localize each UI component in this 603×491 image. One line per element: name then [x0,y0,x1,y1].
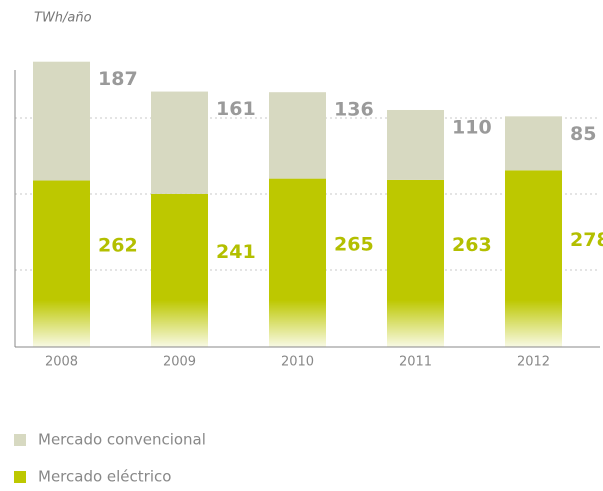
value-label: 110 [452,116,492,138]
bar-segment [33,61,90,181]
legend-label: Mercado convencional [38,431,206,449]
bar-segment [505,116,562,171]
value-label: 161 [216,98,256,120]
value-label: 85 [570,123,596,145]
bar-fade [15,300,600,347]
value-label: 278 [570,229,603,251]
value-label: 262 [98,234,138,256]
bar-segment [151,91,208,194]
bar-segment [269,92,326,179]
legend-label: Mercado eléctrico [38,468,171,486]
value-label: 187 [98,68,138,90]
unit-label: TWh/año [34,11,92,26]
bar-segment [387,109,444,180]
value-label: 136 [334,99,374,121]
value-label: 265 [334,233,374,255]
legend-swatch [14,471,26,483]
value-label: 241 [216,241,256,263]
x-tick-label: 2011 [399,355,432,370]
legend-swatch [14,434,26,446]
value-label: 263 [452,234,492,256]
x-tick-label: 2012 [517,355,550,370]
x-tick-label: 2009 [163,355,196,370]
x-tick-label: 2010 [281,355,314,370]
x-tick-label: 2008 [45,355,78,370]
